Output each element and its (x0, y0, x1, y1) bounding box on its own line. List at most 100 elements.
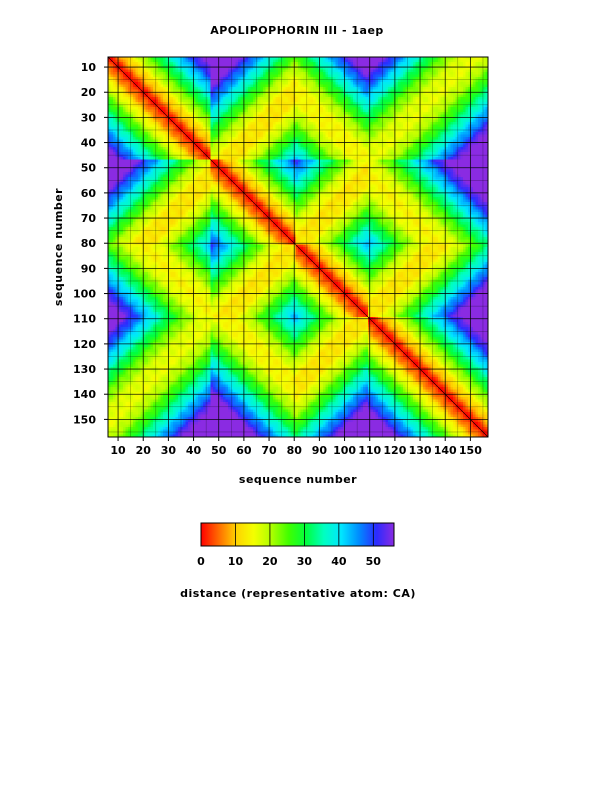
heatmap-cell (383, 127, 386, 130)
heatmap-cell (176, 127, 179, 130)
heatmap-cell (248, 72, 251, 75)
heatmap-cell (148, 110, 151, 113)
heatmap-cell (123, 60, 126, 63)
heatmap-cell (388, 102, 391, 105)
heatmap-cell (251, 115, 254, 118)
heatmap-cell (381, 110, 384, 113)
heatmap-cell (231, 137, 234, 140)
heatmap-cell (256, 60, 259, 63)
heatmap-cell (346, 102, 349, 105)
heatmap-cell (276, 135, 279, 138)
heatmap-cell (301, 102, 304, 105)
heatmap-cell (238, 120, 241, 123)
heatmap-cell (236, 95, 239, 98)
heatmap-cell (198, 62, 201, 65)
heatmap-cell (378, 102, 381, 105)
heatmap-cell (273, 132, 276, 135)
heatmap-cell (303, 85, 306, 88)
heatmap-cell (163, 72, 166, 75)
heatmap-cell (223, 120, 226, 123)
heatmap-cell (246, 62, 249, 65)
heatmap-cell (333, 132, 336, 135)
heatmap-cell (483, 80, 486, 83)
heatmap-cell (231, 112, 234, 115)
heatmap-cell (273, 62, 276, 65)
heatmap-cell (308, 110, 311, 113)
heatmap-cell (171, 72, 174, 75)
heatmap-cell (311, 70, 314, 73)
heatmap-cell (446, 95, 449, 98)
heatmap-cell (476, 127, 479, 130)
heatmap-cell (151, 110, 154, 113)
heatmap-cell (358, 80, 361, 83)
heatmap-cell (221, 112, 224, 115)
heatmap-cell (271, 95, 274, 98)
heatmap-cell (288, 110, 291, 113)
heatmap-cell (138, 102, 141, 105)
heatmap-cell (281, 80, 284, 83)
heatmap-cell (346, 127, 349, 130)
heatmap-cell (291, 107, 294, 110)
heatmap-cell (256, 102, 259, 105)
heatmap-cell (231, 122, 234, 125)
heatmap-cell (371, 75, 374, 78)
heatmap-cell (428, 82, 431, 85)
heatmap-cell (243, 127, 246, 130)
heatmap-cell (163, 60, 166, 63)
heatmap-cell (391, 135, 394, 138)
heatmap-cell (466, 97, 469, 100)
heatmap-cell (138, 110, 141, 113)
heatmap-cell (308, 62, 311, 65)
heatmap-cell (326, 137, 329, 140)
heatmap-cell (186, 70, 189, 73)
heatmap-cell (258, 62, 261, 65)
heatmap-cell (236, 110, 239, 113)
heatmap-cell (243, 132, 246, 135)
heatmap-cell (261, 122, 264, 125)
heatmap-cell (471, 80, 474, 83)
heatmap-cell (341, 132, 344, 135)
heatmap-cell (301, 120, 304, 123)
heatmap-cell (266, 107, 269, 110)
heatmap-cell (303, 137, 306, 140)
heatmap-cell (166, 100, 169, 103)
heatmap-cell (398, 80, 401, 83)
heatmap-cell (386, 62, 389, 65)
heatmap-cell (266, 100, 269, 103)
heatmap-cell (283, 82, 286, 85)
heatmap-cell (161, 60, 164, 63)
heatmap-cell (266, 122, 269, 125)
heatmap-cell (236, 132, 239, 135)
heatmap-cell (173, 95, 176, 98)
heatmap-cell (148, 102, 151, 105)
heatmap-cell (123, 97, 126, 100)
heatmap-cell (113, 112, 116, 115)
heatmap-cell (371, 127, 374, 130)
heatmap-cell (441, 110, 444, 113)
heatmap-cell (313, 122, 316, 125)
heatmap-cell (183, 137, 186, 140)
heatmap-cell (228, 60, 231, 63)
heatmap-cell (353, 87, 356, 90)
heatmap-cell (256, 95, 259, 98)
heatmap-cell (483, 85, 486, 88)
heatmap-cell (336, 85, 339, 88)
heatmap-cell (348, 132, 351, 135)
heatmap-cell (163, 97, 166, 100)
heatmap-cell (133, 137, 136, 140)
heatmap-cell (411, 102, 414, 105)
heatmap-cell (363, 100, 366, 103)
heatmap-cell (336, 125, 339, 128)
heatmap-cell (363, 120, 366, 123)
heatmap-cell (383, 82, 386, 85)
heatmap-cell (328, 62, 331, 65)
heatmap-cell (328, 110, 331, 113)
heatmap-cell (206, 115, 209, 118)
heatmap-cell (298, 75, 301, 78)
heatmap-cell (226, 75, 229, 78)
heatmap-cell (253, 125, 256, 128)
heatmap-cell (316, 137, 319, 140)
heatmap-cell (471, 127, 474, 130)
heatmap-cell (458, 102, 461, 105)
heatmap-cell (418, 60, 421, 63)
